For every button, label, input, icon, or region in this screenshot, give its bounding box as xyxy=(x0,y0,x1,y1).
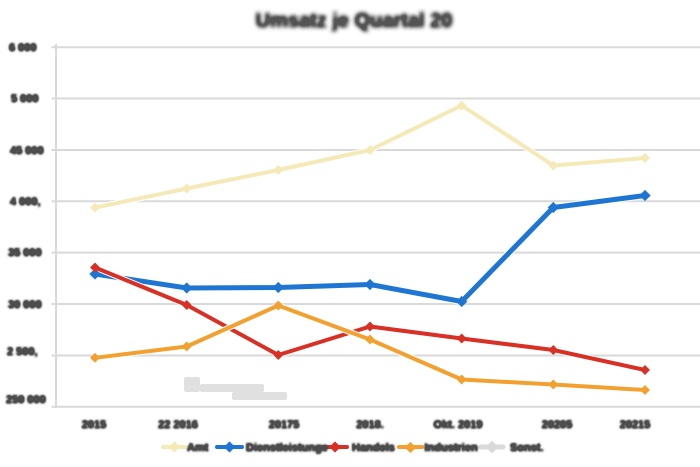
svg-text:Amt: Amt xyxy=(187,442,209,454)
svg-text:35 000: 35 000 xyxy=(8,247,42,259)
svg-text:250 000: 250 000 xyxy=(6,394,46,406)
svg-text:6 000: 6 000 xyxy=(9,42,37,54)
svg-text:4 000,: 4 000, xyxy=(10,196,41,208)
svg-text:Sonst.: Sonst. xyxy=(510,442,544,454)
svg-text:2015: 2015 xyxy=(82,419,106,431)
svg-text:Umsatz je Quartal 20: Umsatz je Quartal 20 xyxy=(256,10,453,32)
svg-text:Industrien: Industrien xyxy=(425,442,478,454)
svg-text:22 2016: 22 2016 xyxy=(158,419,198,431)
svg-text:Okt. 2019: Okt. 2019 xyxy=(434,419,483,431)
svg-text:Dienstleistunge: Dienstleistunge xyxy=(246,442,328,454)
svg-text:45 000: 45 000 xyxy=(10,145,44,157)
svg-text:20205: 20205 xyxy=(542,419,573,431)
svg-text:20215: 20215 xyxy=(620,419,651,431)
svg-text:30 000: 30 000 xyxy=(8,299,42,311)
svg-text:2 500,: 2 500, xyxy=(7,346,38,358)
svg-text:2018.: 2018. xyxy=(356,419,384,431)
svg-text:20175: 20175 xyxy=(269,419,300,431)
svg-text:Handels: Handels xyxy=(352,442,395,454)
svg-text:5 000: 5 000 xyxy=(11,93,39,105)
